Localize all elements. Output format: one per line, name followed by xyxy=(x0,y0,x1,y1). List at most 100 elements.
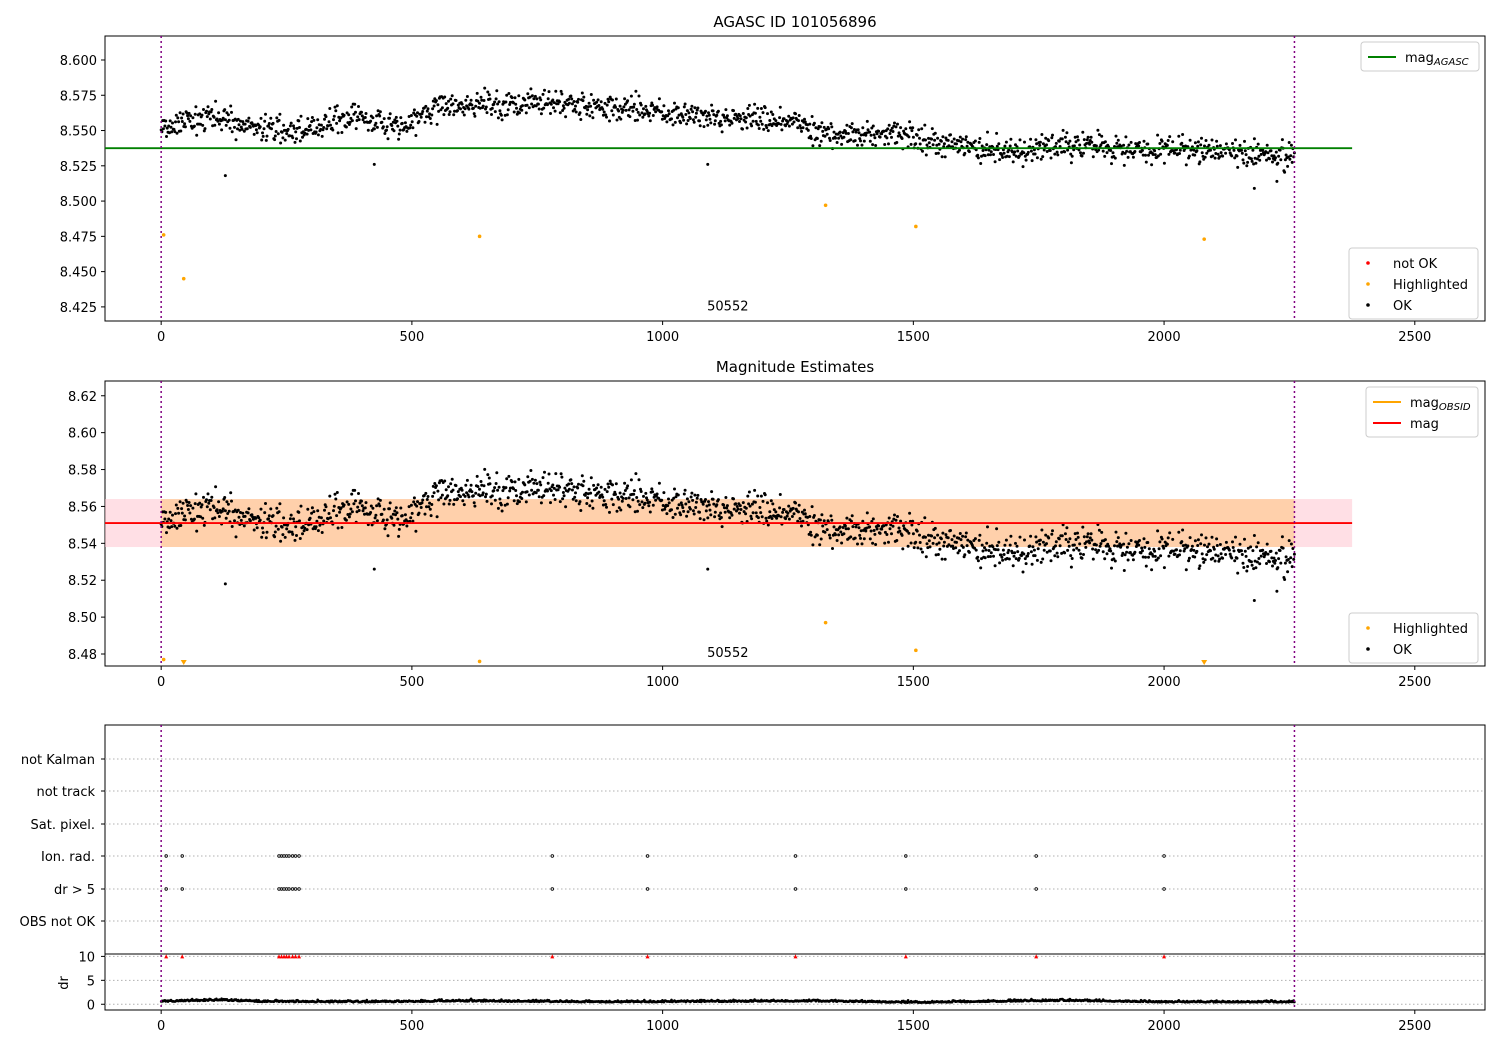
p1-ok-point xyxy=(605,115,608,119)
p1-ok-point xyxy=(1150,163,1154,167)
p1-ok-point xyxy=(1265,143,1269,147)
p2-ok-point xyxy=(1098,544,1102,548)
p1-ok-point xyxy=(439,108,443,112)
p1-ok-point xyxy=(240,127,244,131)
p2-ok-point xyxy=(179,524,183,527)
p2-ok-point xyxy=(498,497,502,501)
p2-ok-point xyxy=(329,516,332,520)
p2-ok-point xyxy=(563,486,567,490)
p2-ok-point xyxy=(465,491,469,495)
p1-ok-point xyxy=(908,120,912,124)
p1-ok-point xyxy=(447,113,451,116)
p2-ok-point xyxy=(607,485,611,489)
p2-ok-point xyxy=(175,526,179,530)
p2-ok-point xyxy=(958,532,962,535)
p2-ok-point xyxy=(1116,536,1120,540)
p2-ok-point xyxy=(193,502,197,506)
p2-ok-point xyxy=(420,501,424,505)
p2-ok-point xyxy=(818,518,822,522)
p2-ok-point xyxy=(1261,548,1265,552)
p1-ok-point xyxy=(741,127,744,131)
p1-ok-point xyxy=(769,110,773,114)
p2-ok-point xyxy=(734,502,738,506)
p1-ok-point xyxy=(693,106,697,110)
p2-ok-point xyxy=(164,510,168,514)
p1-ok-point xyxy=(750,124,754,128)
p1-ok-point xyxy=(1270,154,1274,158)
p1-ok-point xyxy=(924,153,928,157)
p1-ok-point xyxy=(546,97,550,101)
p1-ok-point xyxy=(347,123,351,126)
p1-ok-point xyxy=(688,117,692,120)
p2-highlighted-point xyxy=(823,620,828,625)
p2-ok-point xyxy=(760,515,764,519)
p1-ok-point xyxy=(651,103,655,107)
p2-ok-point xyxy=(841,526,845,529)
p2-ok-point xyxy=(1075,546,1079,550)
p2-ok-point xyxy=(527,493,531,497)
p1-ok-point xyxy=(524,111,528,115)
p2-ok-point xyxy=(984,548,988,552)
p2-ok-point xyxy=(666,504,670,508)
p2-ok-point xyxy=(194,492,198,496)
p1-ok-point xyxy=(194,105,198,109)
p2-ok-point xyxy=(549,489,553,493)
p2-ok-point xyxy=(943,557,947,561)
p1-ok-point xyxy=(698,119,701,123)
p2-ok-point xyxy=(549,501,552,505)
p2-ok-point xyxy=(1215,544,1219,547)
p2-ok-point xyxy=(264,502,267,505)
p1-ok-point xyxy=(573,107,577,111)
p1-ok-point xyxy=(1224,151,1228,155)
p1-ok-point xyxy=(660,110,664,114)
p2-ok-point xyxy=(859,529,863,533)
p1-ok-point xyxy=(264,112,267,116)
p2-ok-point xyxy=(998,561,1002,565)
p2-ok-point xyxy=(1178,553,1181,557)
p1-ok-point xyxy=(479,95,483,99)
p2-ok-point xyxy=(1212,547,1216,551)
p1-ytick-label: 8.600 xyxy=(60,54,97,69)
p2-ok-point xyxy=(882,524,886,528)
p1-ok-point xyxy=(586,108,590,112)
p1-ok-point xyxy=(220,128,224,132)
p1-ok-point xyxy=(392,129,396,133)
p2-ok-point xyxy=(706,567,710,571)
p1-ok-point xyxy=(167,124,171,128)
p1-ok-point xyxy=(298,139,302,143)
p2-ok-point xyxy=(1103,557,1107,561)
p1-ok-point xyxy=(896,122,899,126)
p1-ok-point xyxy=(1040,133,1044,136)
p1-ok-point xyxy=(378,114,382,118)
p1-ok-point xyxy=(552,106,555,110)
p2-ok-point xyxy=(1033,554,1037,558)
p1-ok-point xyxy=(958,148,961,152)
p1-ok-point xyxy=(1126,155,1130,159)
p2-ok-point xyxy=(590,499,594,503)
p1-ok-point xyxy=(1131,155,1135,159)
p1-ok-point xyxy=(283,138,287,142)
p2-ok-point xyxy=(603,487,607,491)
p2-ok-point xyxy=(673,487,676,491)
p1-ok-point xyxy=(816,127,820,131)
p2-ok-point xyxy=(1010,551,1014,555)
p2-ok-point xyxy=(684,502,688,506)
p1-ok-point xyxy=(1218,144,1222,148)
p1-ok-point xyxy=(214,99,218,103)
p2-ok-point xyxy=(1138,539,1141,542)
p2-ok-point xyxy=(225,500,229,504)
p2-ok-point xyxy=(271,514,275,518)
p2-ok-point xyxy=(652,495,656,499)
p2-ok-point xyxy=(648,500,652,504)
p1-ok-point xyxy=(771,113,775,116)
p2-ok-point xyxy=(1073,532,1077,536)
p1-ok-point xyxy=(299,114,303,118)
p1-ok-point xyxy=(233,125,236,129)
p1-ok-point xyxy=(314,130,318,134)
p2-ok-point xyxy=(342,503,346,507)
p2-ok-point xyxy=(614,492,617,496)
p2-ok-point xyxy=(958,549,961,553)
flag-row-label: not Kalman xyxy=(21,753,95,768)
p2-ok-point xyxy=(1215,537,1219,541)
p3-xtick-label: 2000 xyxy=(1148,1019,1181,1034)
